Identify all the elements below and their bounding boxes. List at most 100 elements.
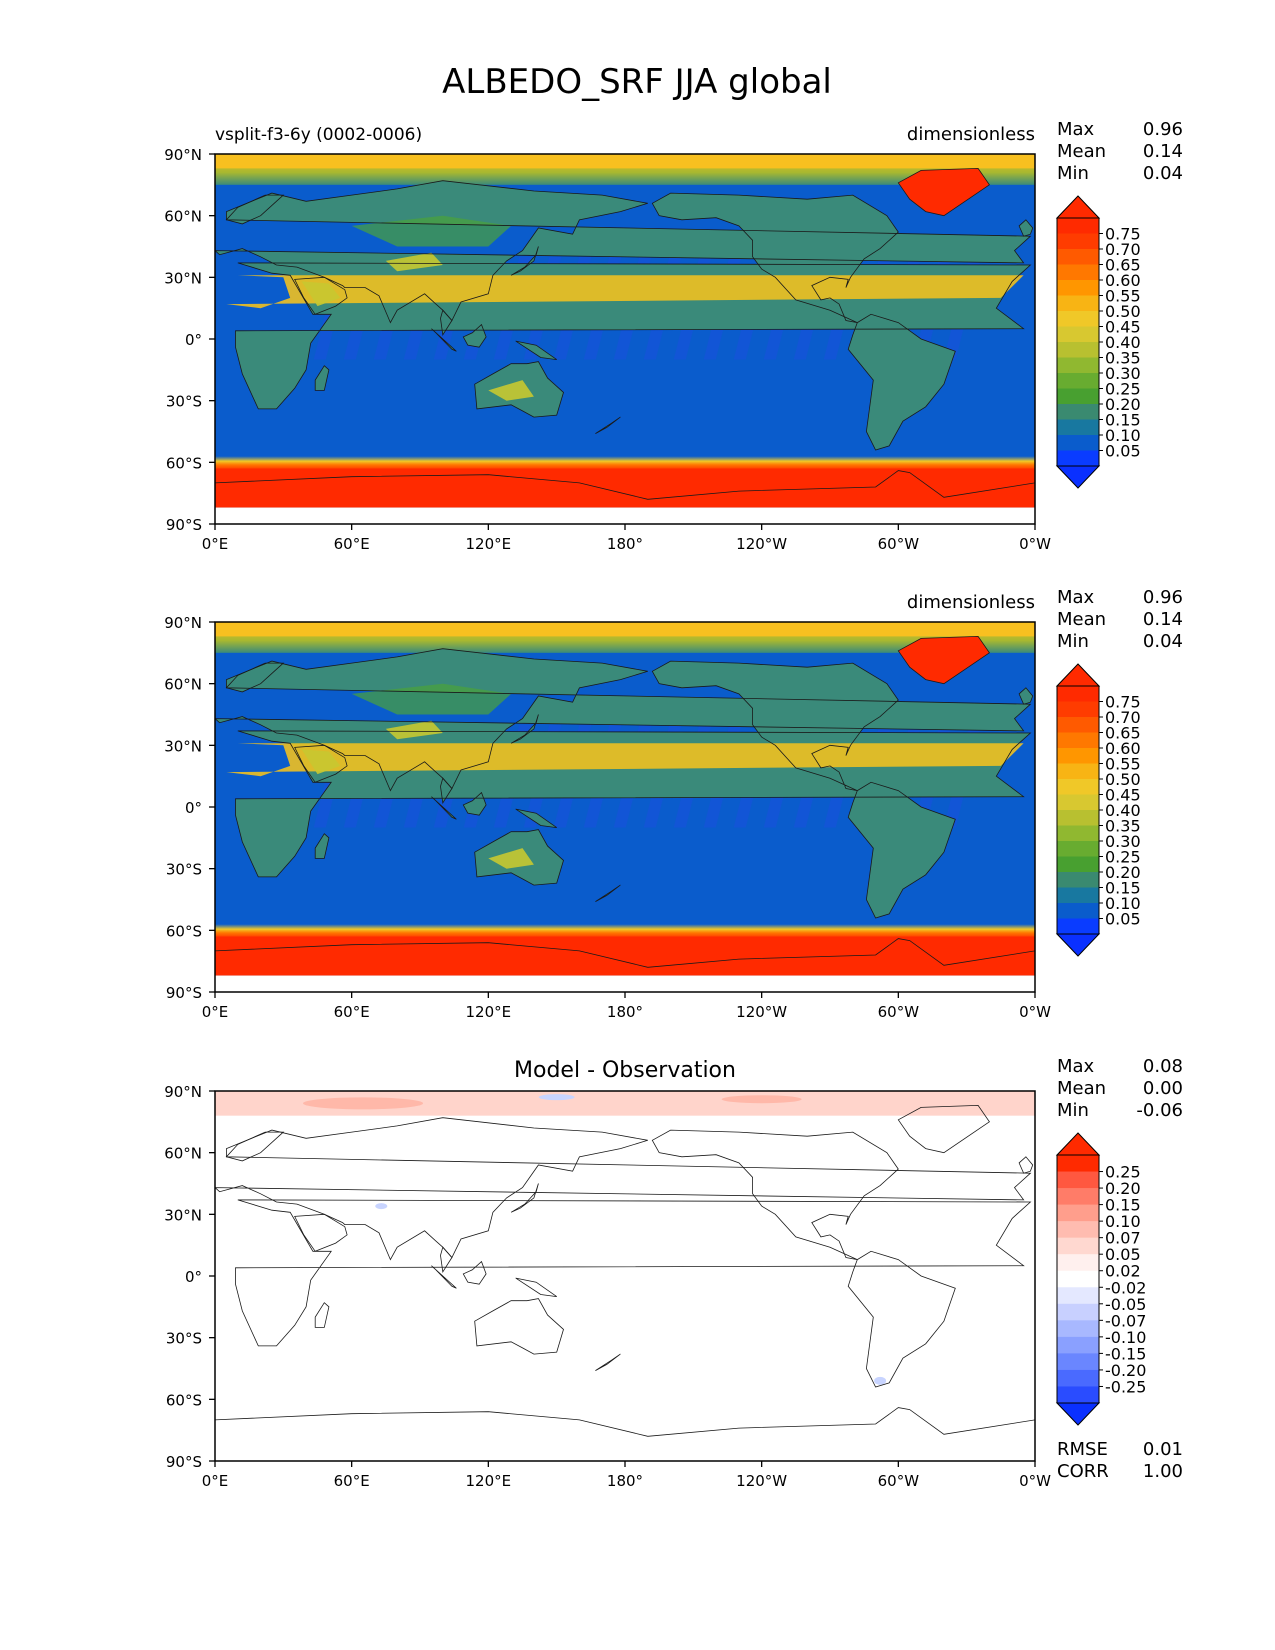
stat-label: Mean [1057,141,1106,162]
colorbar-segment [1057,249,1099,265]
land-fill-scandinavia [226,663,284,692]
colorbar-tick-label: 0.55 [1105,755,1141,774]
colorbar-extend-bottom [1055,933,1101,957]
lon-tick-label: 120°E [466,535,512,553]
land-fill-samerica [848,314,956,450]
stat-label: Max [1057,1056,1095,1077]
colorbar-tick-label: 0.75 [1105,225,1141,244]
stat-value: 0.04 [1143,163,1183,184]
footer-stat-value: 0.01 [1143,1439,1183,1460]
colorbar-extend-bottom [1055,1402,1101,1426]
lat-tick-label: 90°N [164,1083,202,1101]
land-fill-japan [511,714,539,744]
colorbar-segment [1057,1254,1099,1272]
coastline-namerica [651,192,899,323]
map-area [215,1091,1035,1461]
stat-value: 0.96 [1143,119,1183,140]
lat-tick-label: 60°N [164,676,202,694]
coastline-borneo [462,1260,487,1285]
coastline-samerica [847,781,956,919]
colorbar-segment [1057,825,1099,842]
land-fill-namerica [652,193,899,323]
colorbar-frame [1056,1154,1100,1404]
colorbar-tick-label: -0.15 [1105,1344,1146,1363]
colorbar-tick-label: 0.60 [1105,271,1141,290]
colorbar-extend-bottom [1055,465,1101,489]
lon-tick-label: 60°E [334,535,370,553]
coastline-borneo [462,323,487,348]
coastline-africa [235,1199,1032,1347]
coastline-greenland [897,635,990,685]
colorbar-tick-label: 0.15 [1105,1196,1141,1215]
colorbar-segment [1057,701,1099,718]
colorbar-tick-label: 0.70 [1105,240,1141,259]
map-axes: 90°N 60°N 30°N 0° 30°S 60°S 90°S0°E 60°E 120°E 18… [164,146,1051,553]
colorbar-segment [1057,264,1099,281]
diff-blob [375,1203,388,1210]
coastline-japan [510,714,539,744]
diff-blob [538,1094,575,1101]
panel-center-title: Model - Observation [514,1058,736,1083]
lat-tick-label: 90°N [164,614,202,632]
colorbar-tick-label: 0.30 [1105,832,1141,851]
colorbar-segment [1057,404,1099,420]
stat-label: Min [1057,631,1089,652]
colorbar-tick-label: 0.10 [1105,426,1141,445]
land-fill-indo [440,310,452,335]
colorbar-segment [1057,779,1099,795]
lon-tick-label: 0°E [202,535,229,553]
colorbar-tick-label: 0.20 [1105,863,1141,882]
coastline-nz [595,416,621,434]
colorbar-segment [1057,1320,1099,1338]
colorbar-segment [1057,233,1099,250]
stat-label: Mean [1057,1078,1106,1099]
colorbar-segment [1057,732,1099,749]
land-fill-namerica [652,661,899,791]
lon-tick-label: 60°E [334,1472,370,1490]
colorbar-tick-label: -0.05 [1105,1295,1146,1314]
coastline-nz [595,884,621,902]
coastline-eurasia [215,648,1032,792]
lat-tick-label: 90°S [166,984,202,1002]
land-fill-newguinea [515,809,557,828]
colorbar-tick-label: 0.50 [1105,302,1141,321]
coastlines [215,167,1035,524]
lon-tick-label: 0°W [1019,1003,1051,1021]
lon-tick-label: 180° [607,1003,643,1021]
antarctic-ice [215,936,1035,976]
colorbar-tick-label: 0.05 [1105,442,1141,461]
colorbar-tick-label: 0.10 [1105,894,1141,913]
colorbar-segment [1057,794,1099,811]
colorbar-segment [1057,748,1099,764]
coastline-arabia [294,276,348,315]
diff-blob [874,1376,887,1385]
coastline-australia [474,829,564,886]
colorbar-segment [1057,1204,1099,1222]
colorbar-tick-label: 0.50 [1105,770,1141,789]
figure-title: ALBEDO_SRF JJA global [442,62,832,102]
colorbar-tick-label: 0.70 [1105,708,1141,727]
colorbar-segment [1057,419,1099,436]
stat-value: -0.06 [1136,1100,1183,1121]
footer-stat-label: CORR [1057,1461,1109,1482]
lon-tick-label: 0°E [202,1472,229,1490]
coastline-antarctica [215,1407,1035,1461]
stats-box: Max 0.96 Mean 0.14 Min 0.04 [1057,119,1183,184]
land-fill-japan [511,246,539,276]
coastline-australia [474,1298,564,1355]
stat-label: Mean [1057,609,1106,630]
colorbar-segment [1057,1155,1099,1173]
desert-region [488,380,534,401]
colorbar-segment [1057,357,1099,374]
stats-box: Max 0.08 Mean 0.00 Min -0.06 [1057,1056,1183,1121]
coastline-indo [440,309,453,337]
colorbar-tick-label: 0.30 [1105,364,1141,383]
lat-tick-label: 90°S [166,516,202,534]
stat-label: Max [1057,587,1095,608]
colorbar-segment [1057,763,1099,780]
stat-label: Min [1057,163,1089,184]
lat-tick-label: 30°N [164,737,202,755]
colorbar-segment [1057,841,1099,857]
coastline-sumatra [431,1265,457,1289]
